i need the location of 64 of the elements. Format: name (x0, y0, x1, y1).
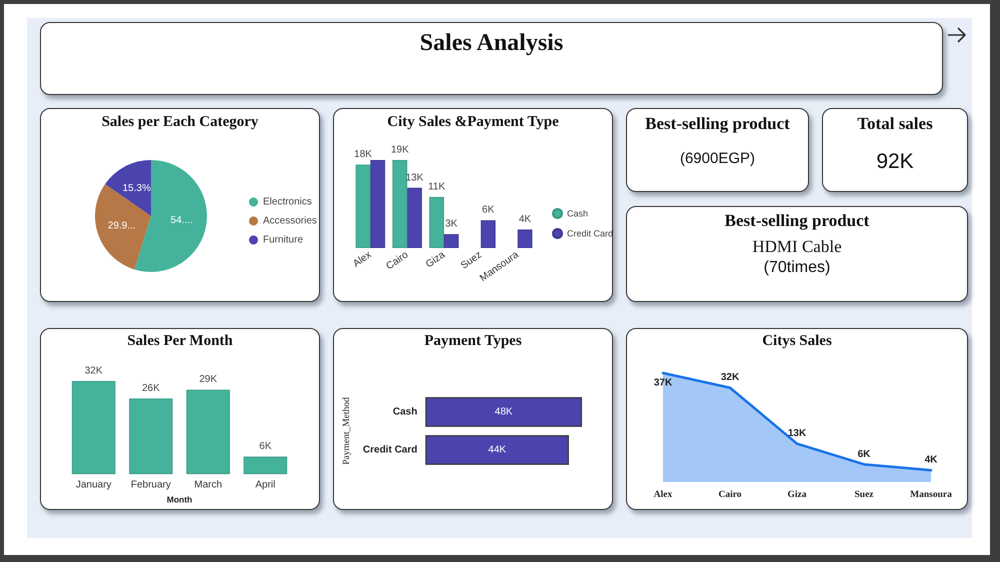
text: (70times) (762, 259, 832, 278)
data-label: 32K (84, 366, 103, 376)
bar (186, 390, 230, 474)
x-tick-label: Giza (424, 249, 448, 270)
y-axis-title: Payment_Method (342, 396, 352, 465)
legend-label: Electronics (263, 196, 312, 208)
legend-label: Cash (567, 208, 588, 218)
data-label: 32K (720, 372, 740, 384)
x-tick-label: Giza (788, 490, 807, 500)
x-tick-label: February (130, 480, 171, 491)
text: 92K (875, 150, 915, 174)
chart-title: Payment Types (423, 333, 523, 350)
chart-title: Sales per Each Category (100, 114, 260, 132)
bar (429, 197, 444, 248)
x-tick-label: Suez (458, 249, 484, 272)
data-label: 37K (654, 378, 673, 388)
chart-title: Citys Sales (761, 333, 833, 350)
data-label: 44K (488, 444, 506, 456)
bar (444, 234, 459, 248)
text: HDMI Cable (751, 237, 843, 257)
x-tick-label: Alex (351, 249, 374, 270)
text: Best-selling product (644, 114, 791, 134)
chart-title: Sales Per Month (126, 333, 234, 350)
x-tick-label: Cairo (384, 249, 411, 272)
data-label: 6K (259, 441, 272, 452)
data-label: 13K (788, 428, 807, 440)
x-tick-label: Cairo (718, 490, 742, 500)
legend-label: Furniture (263, 234, 304, 246)
bar (392, 160, 408, 248)
x-tick-label: April (255, 480, 276, 491)
data-label: 15.3% (122, 183, 151, 194)
x-tick-label: January (76, 480, 112, 491)
bar (407, 188, 422, 248)
data-label: 11K (428, 182, 446, 193)
data-label: 29.9... (108, 220, 136, 232)
legend-label: Accessories (263, 216, 317, 226)
text: Sales Analysis (418, 30, 564, 58)
data-label: 4K (924, 454, 938, 466)
bar (370, 160, 386, 248)
data-label: 54.... (170, 215, 193, 226)
chart-title: City Sales &Payment Type (386, 114, 560, 132)
bar (72, 381, 116, 474)
data-label: 29K (199, 374, 218, 386)
data-label: 6K (482, 204, 495, 216)
data-label: 19K (390, 144, 410, 156)
bar (244, 456, 288, 474)
text: Total sales (856, 114, 934, 134)
data-label: 4K (518, 214, 532, 225)
x-tick-label: Alex (654, 490, 672, 500)
data-label: 18K (354, 149, 372, 160)
text: Best-selling product (724, 211, 870, 231)
bar (129, 398, 173, 474)
x-tick-label: March (194, 480, 222, 491)
bar (356, 164, 370, 248)
data-label: 26K (142, 382, 160, 394)
bar (518, 229, 532, 248)
data-label: 48K (494, 406, 513, 418)
x-tick-label: Mansoura (910, 490, 952, 500)
data-label: 3K (445, 218, 458, 230)
data-label: 6K (858, 448, 872, 460)
text: (6900EGP) (678, 150, 756, 168)
x-axis-title: Month (166, 494, 192, 504)
bar (480, 220, 496, 248)
x-tick-label: Suez (854, 490, 874, 500)
